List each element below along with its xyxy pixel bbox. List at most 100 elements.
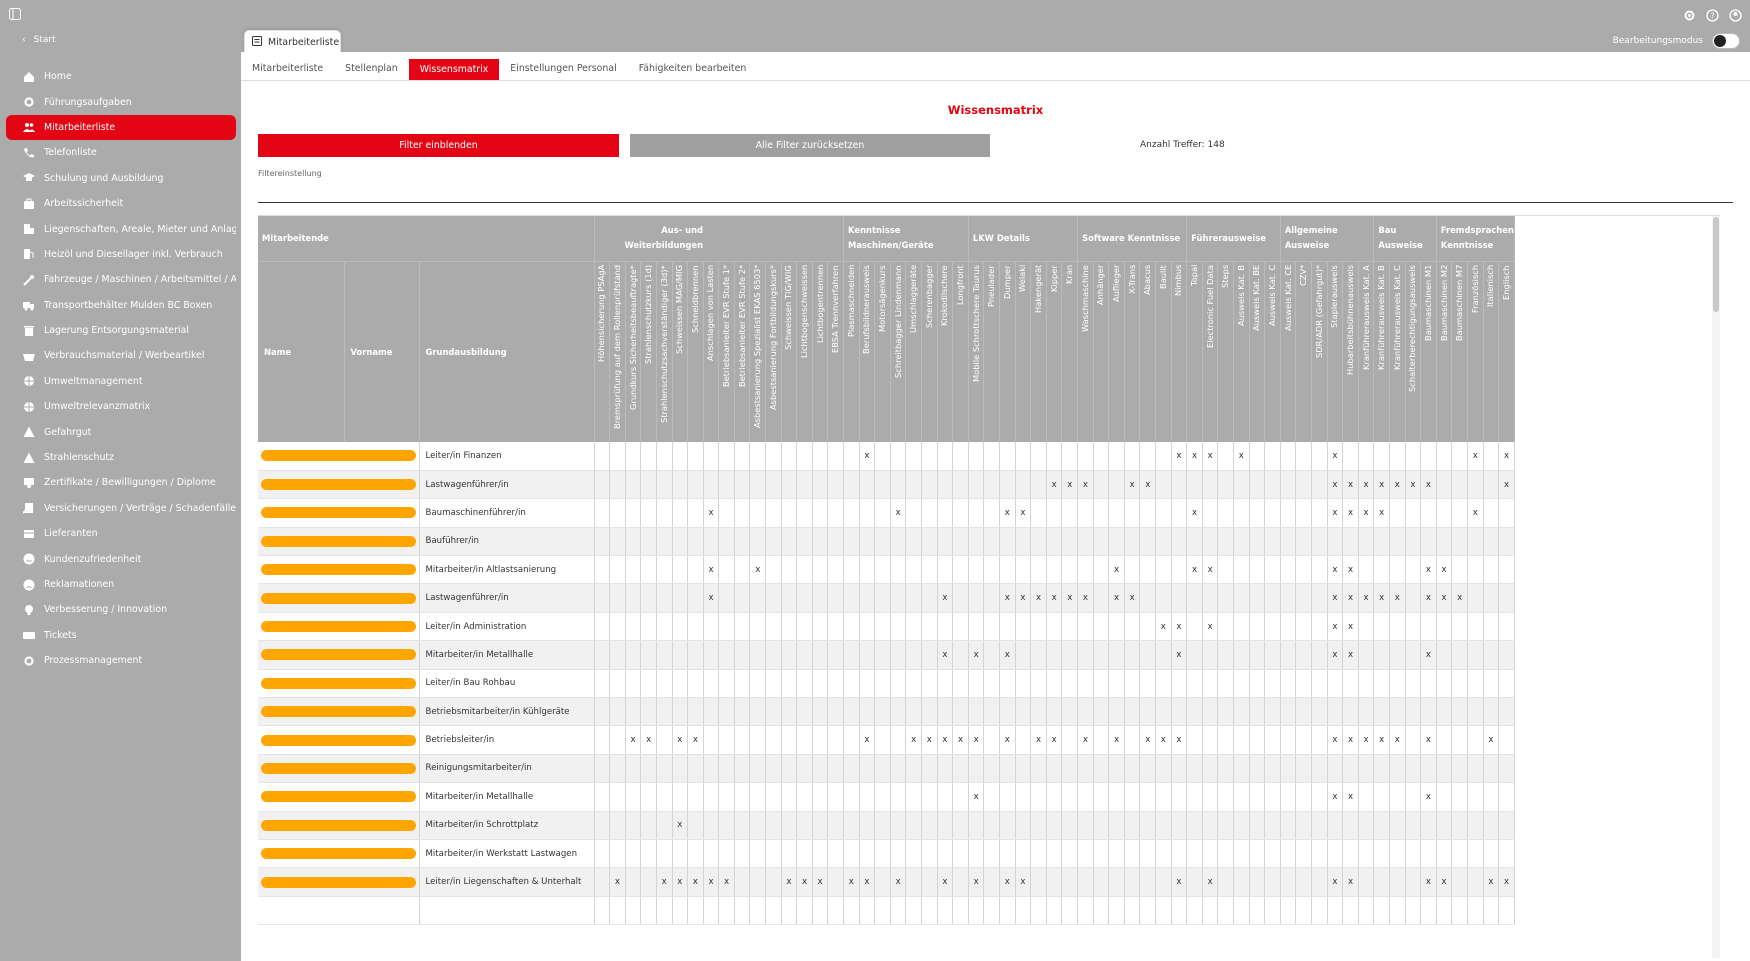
- column-header[interactable]: Schneidbrennen: [687, 260, 704, 442]
- sidebar-item[interactable]: Prozessmanagement: [6, 648, 236, 673]
- skill-cell[interactable]: [1451, 697, 1468, 727]
- skill-cell[interactable]: [999, 896, 1016, 926]
- skill-cell[interactable]: x: [1358, 470, 1375, 500]
- user-icon[interactable]: [1729, 7, 1742, 26]
- skill-cell[interactable]: [1342, 527, 1359, 557]
- skill-cell[interactable]: [1139, 442, 1157, 471]
- skill-cell[interactable]: [1139, 640, 1157, 670]
- skill-cell[interactable]: [656, 839, 673, 869]
- skill-cell[interactable]: [1451, 669, 1468, 699]
- sidebar-item[interactable]: Liegenschaften, Areale, Mieter und Anlag…: [6, 216, 236, 241]
- skill-cell[interactable]: [843, 612, 860, 642]
- skill-cell[interactable]: [1155, 867, 1172, 897]
- skill-cell[interactable]: x: [921, 725, 938, 755]
- skill-cell[interactable]: [718, 725, 735, 755]
- skill-cell[interactable]: [1217, 839, 1235, 869]
- column-header[interactable]: Baulit: [1155, 260, 1172, 442]
- skill-cell[interactable]: [905, 669, 923, 699]
- skill-cell[interactable]: [609, 754, 626, 784]
- skill-cell[interactable]: [968, 583, 985, 613]
- skill-cell[interactable]: x: [703, 867, 720, 897]
- skill-cell[interactable]: [952, 839, 969, 869]
- skill-cell[interactable]: [703, 527, 720, 557]
- skill-cell[interactable]: [1249, 669, 1266, 699]
- skill-cell[interactable]: x: [1108, 583, 1125, 613]
- skill-cell[interactable]: x: [968, 640, 985, 670]
- skill-cell[interactable]: [1373, 669, 1390, 699]
- skill-cell[interactable]: x: [1342, 583, 1359, 613]
- skill-cell[interactable]: [812, 725, 829, 755]
- skill-cell[interactable]: [656, 754, 673, 784]
- skill-cell[interactable]: [687, 470, 704, 500]
- skill-cell[interactable]: [983, 669, 1001, 699]
- skill-cell[interactable]: [1451, 896, 1468, 926]
- skill-cell[interactable]: [999, 811, 1016, 840]
- skill-cell[interactable]: [718, 754, 735, 784]
- skill-cell[interactable]: [999, 669, 1016, 699]
- column-header[interactable]: Schalterberechtigungsausweis: [1405, 260, 1422, 442]
- skill-cell[interactable]: [983, 640, 1001, 670]
- skill-cell[interactable]: [1217, 725, 1235, 755]
- skill-cell[interactable]: [859, 527, 876, 557]
- sidebar-item[interactable]: Home: [6, 64, 236, 89]
- skill-cell[interactable]: [594, 470, 611, 500]
- skill-cell[interactable]: [827, 669, 845, 699]
- skill-cell[interactable]: [921, 782, 938, 812]
- skill-cell[interactable]: [1327, 896, 1344, 926]
- skill-cell[interactable]: [1077, 527, 1094, 557]
- skill-cell[interactable]: [859, 839, 876, 869]
- skill-cell[interactable]: [594, 697, 611, 727]
- skill-cell[interactable]: [1467, 867, 1484, 897]
- column-header[interactable]: Lichtbogentrennen: [812, 260, 829, 442]
- skill-cell[interactable]: x: [890, 498, 907, 528]
- skill-cell[interactable]: [749, 612, 767, 642]
- skill-cell[interactable]: [640, 583, 657, 613]
- skill-cell[interactable]: x: [1061, 583, 1079, 613]
- column-header[interactable]: Asbestsanierung Fortbildungskurs*: [765, 260, 782, 442]
- skill-cell[interactable]: [594, 555, 611, 585]
- skill-cell[interactable]: [921, 669, 938, 699]
- skill-cell[interactable]: [1217, 583, 1235, 613]
- skill-cell[interactable]: [1311, 470, 1328, 500]
- skill-cell[interactable]: [1249, 725, 1266, 755]
- skill-cell[interactable]: [983, 896, 1001, 926]
- skill-cell[interactable]: [640, 669, 657, 699]
- skill-cell[interactable]: [1311, 782, 1328, 812]
- skill-cell[interactable]: [718, 697, 735, 727]
- skill-cell[interactable]: [1108, 839, 1125, 869]
- skill-cell[interactable]: [812, 640, 829, 670]
- skill-cell[interactable]: [687, 583, 704, 613]
- skill-cell[interactable]: [672, 583, 689, 613]
- skill-cell[interactable]: [859, 896, 876, 926]
- skill-cell[interactable]: [1077, 612, 1094, 642]
- skill-cell[interactable]: [687, 640, 704, 670]
- skill-cell[interactable]: [905, 867, 923, 897]
- skill-cell[interactable]: x: [1139, 725, 1157, 755]
- skill-cell[interactable]: x: [1342, 725, 1359, 755]
- skill-cell[interactable]: [1061, 612, 1079, 642]
- skill-cell[interactable]: [734, 583, 751, 613]
- skill-cell[interactable]: [1171, 811, 1188, 840]
- skill-cell[interactable]: [1046, 555, 1063, 585]
- skill-cell[interactable]: [1405, 782, 1422, 812]
- skill-cell[interactable]: [983, 811, 1001, 840]
- skill-cell[interactable]: x: [1124, 470, 1141, 500]
- skill-cell[interactable]: [843, 896, 860, 926]
- skill-cell[interactable]: [1093, 867, 1110, 897]
- skill-cell[interactable]: [640, 498, 657, 528]
- skill-cell[interactable]: [937, 782, 954, 812]
- skill-cell[interactable]: [1233, 669, 1250, 699]
- skill-cell[interactable]: x: [1077, 470, 1094, 500]
- skill-cell[interactable]: [937, 612, 954, 642]
- skill-cell[interactable]: [1311, 725, 1328, 755]
- skill-cell[interactable]: [1046, 669, 1063, 699]
- skill-cell[interactable]: [718, 583, 735, 613]
- skill-cell[interactable]: [1436, 754, 1453, 784]
- skill-cell[interactable]: [1389, 896, 1406, 926]
- back-link[interactable]: ‹ Start: [22, 35, 56, 45]
- skill-cell[interactable]: [609, 555, 626, 585]
- skill-cell[interactable]: x: [937, 640, 954, 670]
- skill-cell[interactable]: [1405, 725, 1422, 755]
- skill-cell[interactable]: [796, 498, 813, 528]
- skill-cell[interactable]: [1483, 811, 1500, 840]
